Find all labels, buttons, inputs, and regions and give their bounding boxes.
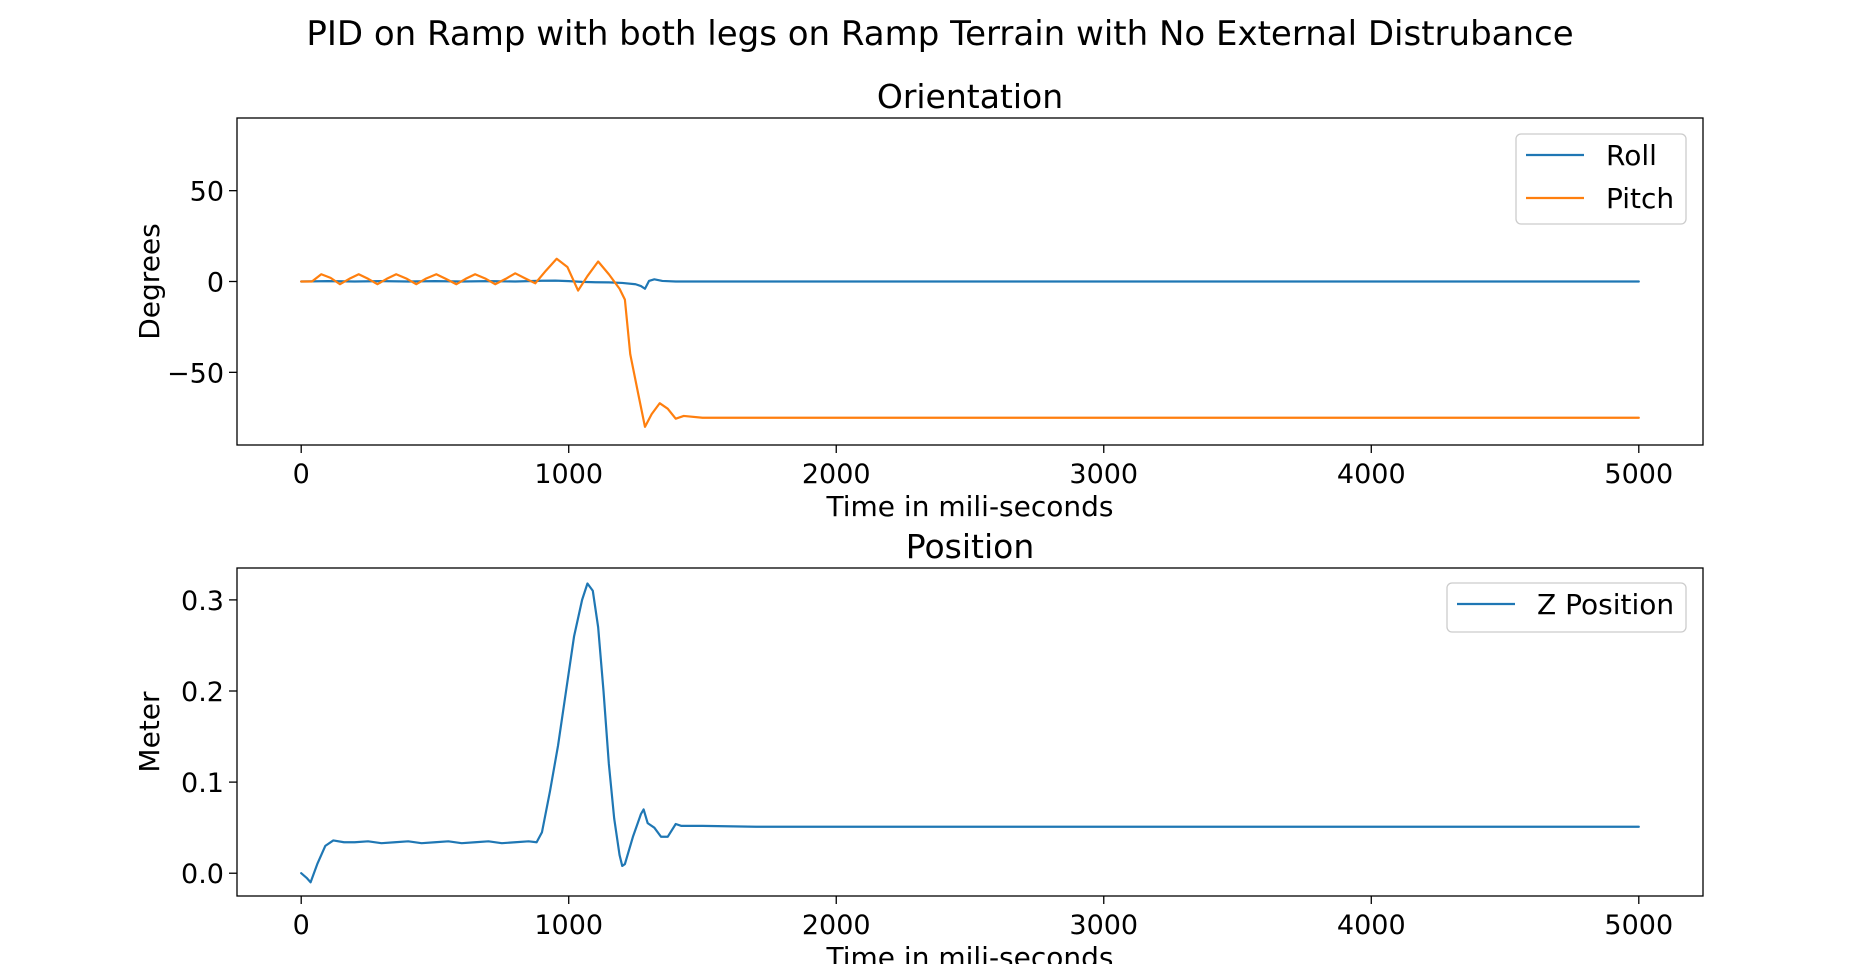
series-line-pitch — [300, 257, 1640, 428]
x-tick-label: 2000 — [802, 459, 871, 490]
legend-box — [1446, 582, 1687, 633]
x-tick-label: 5000 — [1604, 459, 1673, 490]
y-tick-label: 0.1 — [181, 768, 224, 799]
y-tick-label: 0.2 — [181, 677, 224, 708]
legend: Z Position — [1446, 582, 1687, 633]
chart-1: 0 1000 2000 3000 4000 5000 0.3 0.2 0.1 0.0 Positio… — [133, 527, 1704, 964]
x-tick-label: 3000 — [1069, 910, 1138, 941]
x-tick-label: 4000 — [1337, 459, 1406, 490]
y-axis-label: Meter — [133, 691, 166, 773]
charts-container: 0 1000 2000 3000 4000 5000 50 0 −50 Orientation Ti… — [133, 77, 1704, 964]
y-tick-label: 0.0 — [181, 859, 224, 890]
series-line-roll — [300, 278, 1640, 290]
legend-entry: Roll — [1606, 139, 1657, 172]
x-axis-label: Time in mili-seconds — [825, 941, 1113, 964]
legend-box — [1515, 133, 1687, 225]
axes-title: Orientation — [877, 77, 1063, 116]
y-tick-label: 50 — [190, 177, 224, 208]
y-tick-label: 0 — [207, 268, 224, 299]
legend-entry: Pitch — [1606, 182, 1674, 215]
chart-0: 0 1000 2000 3000 4000 5000 50 0 −50 Orientation Ti… — [133, 77, 1704, 523]
figure-title: PID on Ramp with both legs on Ramp Terra… — [306, 14, 1573, 54]
axes-title: Position — [906, 527, 1035, 566]
series-line-z-position — [300, 582, 1640, 884]
axes-frame — [236, 567, 1704, 897]
x-axis-label: Time in mili-seconds — [825, 490, 1113, 523]
x-tick-label: 5000 — [1604, 910, 1673, 941]
x-tick-label: 2000 — [802, 910, 871, 941]
y-axis-label: Degrees — [133, 223, 166, 340]
x-tick-label: 0 — [293, 459, 310, 490]
x-tick-label: 4000 — [1337, 910, 1406, 941]
x-tick-label: 0 — [293, 910, 310, 941]
x-tick-label: 3000 — [1069, 459, 1138, 490]
x-tick-label: 1000 — [534, 459, 603, 490]
x-tick-label: 1000 — [534, 910, 603, 941]
y-tick-label: 0.3 — [181, 586, 224, 617]
y-tick-label: −50 — [167, 358, 224, 389]
legend: Roll Pitch — [1515, 133, 1687, 225]
legend-entry: Z Position — [1537, 588, 1674, 621]
